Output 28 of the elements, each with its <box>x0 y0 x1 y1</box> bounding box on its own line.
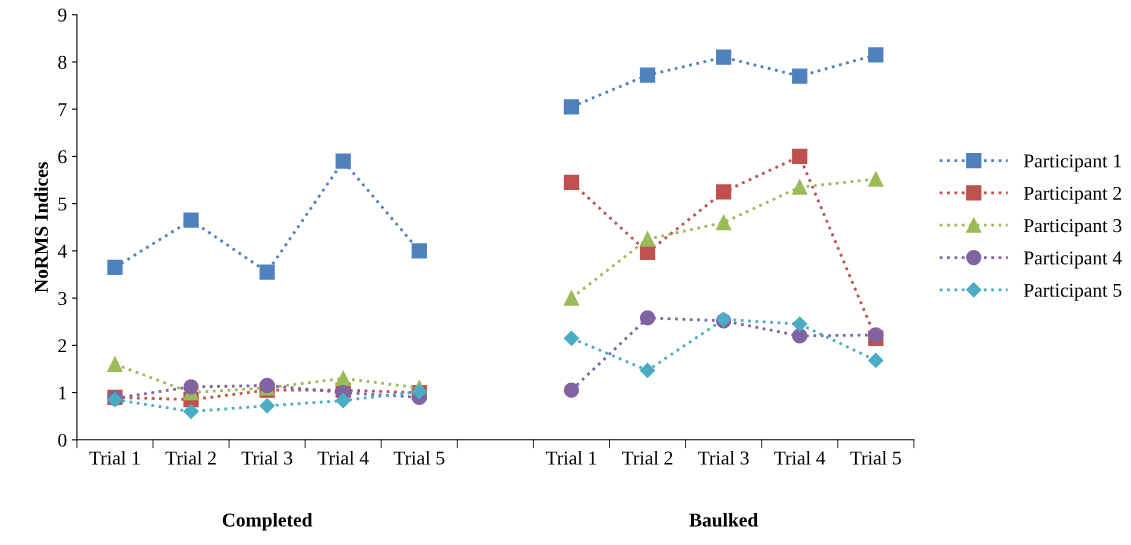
y-tick-label: 4 <box>57 244 67 258</box>
text: Baulked <box>689 512 758 527</box>
x-tick-label: Trial 4 <box>774 450 826 465</box>
y-axis-title: NoRMS Indices <box>34 162 48 293</box>
text: Completed <box>222 512 313 531</box>
x-tick-label: Trial 1 <box>89 450 140 465</box>
y-tick-label: 3 <box>58 291 67 306</box>
y-tick-label: 9 <box>58 8 67 22</box>
x-tick-label: Trial 3 <box>241 450 293 465</box>
y-tick-label: 0 <box>58 433 67 447</box>
legend-label: Participant 2 <box>1023 186 1122 204</box>
x-tick-label: Trial 5 <box>393 450 445 465</box>
y-tick-label: 7 <box>58 103 67 116</box>
x-tick-label: Trial 3 <box>698 450 749 465</box>
x-tick-label: Trial 2 <box>622 450 673 465</box>
y-tick-label: 5 <box>58 197 67 211</box>
x-tick-label: Trial 2 <box>165 450 216 465</box>
x-tick-label: Trial 5 <box>850 450 901 465</box>
legend-label: Participant 4 <box>1023 251 1122 269</box>
x-tick-label: Trial 1 <box>545 450 597 465</box>
y-tick-label: 6 <box>58 150 67 164</box>
legend-label: Participant 3 <box>1023 219 1122 237</box>
y-tick-label: 2 <box>58 339 67 353</box>
x-tick-label: Trial 4 <box>317 450 369 465</box>
legend-label: Participant 5 <box>1023 283 1122 301</box>
legend-label: Participant 1 <box>1023 154 1121 172</box>
y-tick-label: 1 <box>59 386 67 400</box>
y-tick-label: 8 <box>58 55 67 69</box>
